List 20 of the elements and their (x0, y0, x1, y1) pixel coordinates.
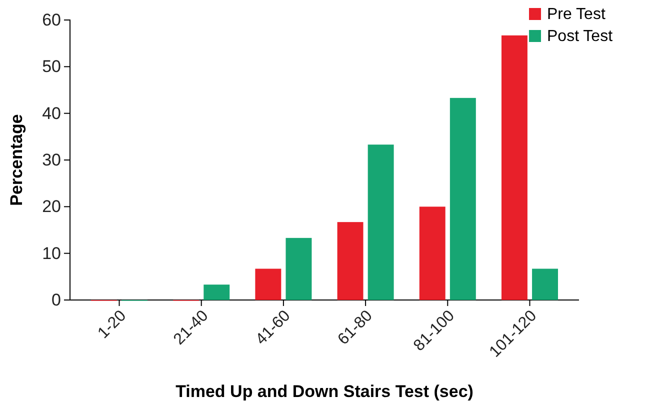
legend-label: Pre Test (547, 6, 606, 23)
bar (501, 35, 528, 300)
y-tick-label: 10 (42, 244, 61, 263)
bar (532, 268, 558, 300)
y-tick-label: 0 (52, 290, 61, 310)
y-tick-label: 50 (42, 57, 61, 76)
bar (286, 238, 312, 300)
y-tick-label: 20 (42, 197, 61, 216)
bar (419, 206, 446, 300)
y-tick-label: 40 (42, 104, 61, 123)
bar (337, 222, 364, 300)
y-tick-label: 30 (42, 150, 61, 170)
legend-label: Post Test (547, 28, 614, 45)
y-axis-title: Percentage (7, 114, 26, 206)
x-axis-title: Timed Up and Down Stairs Test (sec) (176, 382, 474, 401)
bar (368, 144, 394, 300)
y-tick-label: 60 (42, 10, 61, 30)
bar (204, 284, 230, 300)
bar (255, 268, 282, 300)
bar (450, 98, 476, 300)
